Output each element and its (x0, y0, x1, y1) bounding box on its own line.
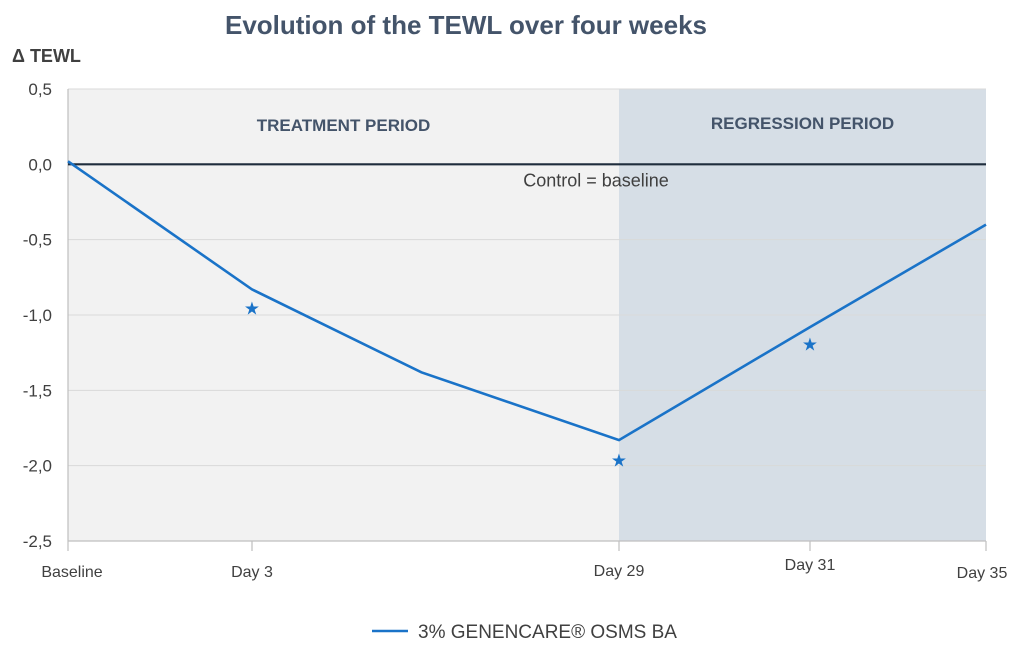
significance-star-1: ★ (244, 298, 260, 319)
series-line-1 (67, 160, 987, 442)
y-tick-label-7: -2,5 (23, 532, 52, 551)
x-tick-label-3: Day 29 (594, 563, 645, 580)
period-label-2: REGRESSION PERIOD (711, 114, 894, 133)
significance-markers: ★ ★ ★ (244, 298, 818, 471)
legend: 3% GENENCARE® OSMS BA (372, 622, 677, 643)
period-label-1: TREATMENT PERIOD (257, 116, 430, 135)
x-tick-label-5: Day 35 (957, 565, 1008, 582)
axes: Control = baseline Baseline Day 3 Day 29 Day… (41, 89, 1007, 582)
legend-label-1: 3% GENENCARE® OSMS BA (418, 622, 677, 643)
y-tick-label-1: 0,5 (28, 80, 52, 99)
y-tick-label-4: -1,0 (23, 306, 52, 325)
y-tick-label-2: 0,0 (28, 155, 52, 174)
y-tick-label-3: -0,5 (23, 231, 52, 250)
baseline-annotation: Control = baseline (523, 170, 669, 190)
y-tick-label-5: -1,5 (23, 381, 52, 400)
significance-star-3: ★ (802, 335, 818, 356)
x-tick-label-2: Day 3 (231, 564, 273, 581)
series-layer (67, 160, 987, 442)
significance-star-2: ★ (611, 451, 627, 472)
y-tick-label-6: -2,0 (23, 457, 52, 476)
y-axis-label: Δ TEWL (12, 46, 81, 66)
x-tick-label-1: Baseline (41, 564, 102, 581)
x-tick-label-4: Day 31 (785, 557, 836, 574)
chart-title: Evolution of the TEWL over four weeks (225, 10, 707, 40)
